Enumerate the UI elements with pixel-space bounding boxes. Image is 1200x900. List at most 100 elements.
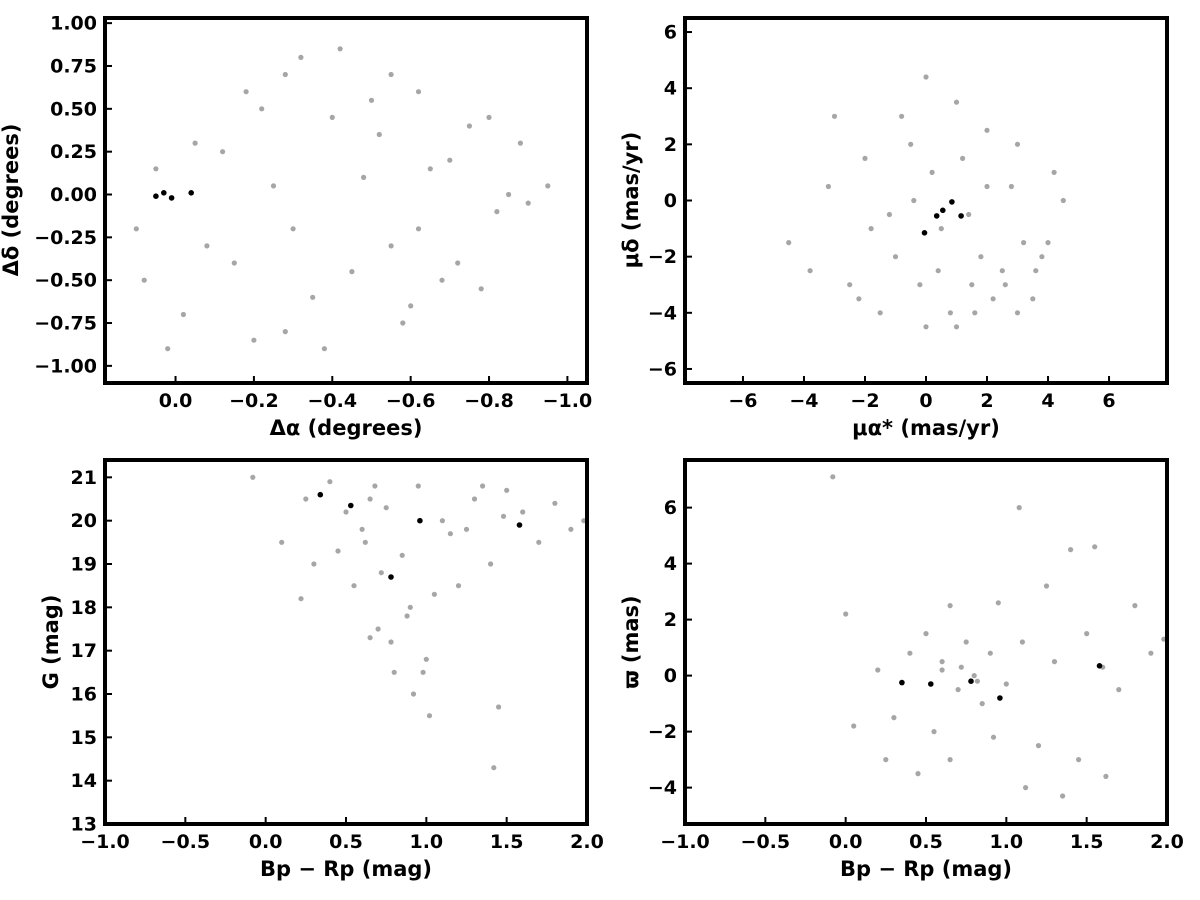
- x-tick-label-parallax: −1.0: [660, 831, 710, 853]
- y-tick-label-sky-position: 0.25: [50, 141, 97, 163]
- data-point-color-magnitude: [415, 483, 421, 489]
- data-point-color-magnitude: [311, 561, 317, 567]
- x-axis-label-sky-position: Δα (degrees): [270, 416, 423, 440]
- data-point-sky-position: [415, 226, 422, 232]
- x-tick-label-sky-position: −0.2: [229, 390, 279, 412]
- y-tick-label-parallax: −4: [648, 777, 677, 799]
- x-tick-label-color-magnitude: −1.0: [80, 831, 130, 853]
- data-point-proper-motion: [990, 296, 996, 302]
- data-point-sky-position: [231, 260, 237, 266]
- data-point-parallax: [923, 631, 929, 637]
- data-point-proper-motion: [1002, 282, 1008, 288]
- data-point-sky-position: [466, 123, 472, 129]
- data-point-parallax: [1060, 793, 1066, 799]
- marks-parallax: [830, 474, 1167, 799]
- y-tick-label-color-magnitude: 19: [71, 554, 97, 576]
- data-point-proper-motion: [972, 310, 978, 316]
- data-point-proper-motion: [831, 113, 838, 119]
- data-point-parallax: [1103, 773, 1109, 780]
- y-tick-label-sky-position: 0.75: [50, 55, 97, 77]
- data-point-parallax: [987, 650, 993, 656]
- data-point-sky-position: [545, 183, 551, 189]
- y-tick-label-proper-motion: −4: [648, 302, 677, 324]
- x-tick-label-parallax: 1.5: [1070, 831, 1104, 853]
- y-tick-label-proper-motion: −6: [648, 358, 677, 380]
- data-point-sky-position: [165, 346, 171, 352]
- data-point-parallax: [974, 678, 981, 684]
- data-point-sky-position: [415, 89, 422, 95]
- highlight-point-proper-motion: [940, 207, 946, 214]
- y-tick-label-proper-motion: 2: [664, 134, 677, 156]
- data-point-proper-motion: [929, 169, 935, 175]
- data-point-sky-position: [251, 337, 257, 343]
- data-point-sky-position: [361, 174, 367, 180]
- highlight-point-parallax: [928, 681, 934, 687]
- x-tick-label-sky-position: −0.8: [464, 390, 514, 412]
- data-point-proper-motion: [984, 127, 990, 133]
- data-point-proper-motion: [1051, 169, 1057, 175]
- data-point-color-magnitude: [439, 518, 445, 524]
- highlight-point-sky-position: [161, 190, 167, 196]
- data-point-parallax: [891, 715, 897, 721]
- data-point-sky-position: [298, 54, 304, 61]
- y-axis-label-color-magnitude: G (mag): [39, 595, 63, 690]
- x-tick-label-sky-position: −0.4: [307, 390, 357, 412]
- data-point-sky-position: [400, 320, 406, 326]
- y-tick-label-parallax: 6: [664, 497, 677, 519]
- y-tick-label-proper-motion: −2: [648, 246, 677, 268]
- data-point-sky-position: [204, 243, 210, 249]
- data-point-parallax: [947, 757, 953, 763]
- data-point-color-magnitude: [359, 526, 365, 532]
- data-point-sky-position: [368, 97, 375, 103]
- data-point-parallax: [955, 687, 961, 693]
- data-point-proper-motion: [1014, 310, 1021, 316]
- highlight-point-color-magnitude: [388, 574, 394, 580]
- data-point-sky-position: [478, 286, 484, 292]
- data-point-proper-motion: [886, 211, 893, 218]
- panel-color-magnitude: −1.0 −0.5 0.0 0.5 1.0 1.5 2.0 13 14 15 16 17 18 19 20 2…: [39, 458, 604, 881]
- data-point-color-magnitude: [480, 483, 486, 489]
- data-point-sky-position: [282, 329, 288, 335]
- marks-color-magnitude: [250, 474, 587, 771]
- panel-parallax: −1.0 −0.5 0.0 0.5 1.0 1.5 2.0 −4 −2 0 2 4 6 Bp − Rp …: [619, 458, 1184, 881]
- x-tick-label-parallax: 2.0: [1150, 831, 1184, 853]
- x-axis-label-color-magnitude: Bp − Rp (mag): [260, 857, 432, 881]
- data-point-proper-motion: [1060, 197, 1066, 204]
- data-point-proper-motion: [892, 254, 899, 260]
- data-point-color-magnitude: [351, 583, 357, 589]
- data-point-proper-motion: [917, 282, 923, 288]
- data-point-parallax: [1092, 544, 1098, 550]
- y-tick-label-color-magnitude: 14: [71, 770, 97, 792]
- data-point-parallax: [1068, 547, 1074, 553]
- highlight-point-parallax: [997, 695, 1003, 701]
- data-point-sky-position: [494, 209, 500, 215]
- y-tick-label-parallax: 0: [664, 665, 677, 687]
- y-tick-label-color-magnitude: 13: [71, 814, 97, 836]
- axes-sky-position: 0.0 −0.2 −0.4 −0.6 −0.8 −1.0 −1.00 −0.75 −0.50 −0…: [34, 13, 592, 412]
- data-point-proper-motion: [999, 268, 1005, 274]
- data-point-sky-position: [282, 71, 288, 78]
- highlight-point-color-magnitude: [317, 491, 324, 498]
- highlight-point-sky-position: [168, 195, 175, 201]
- data-point-sky-position: [153, 166, 159, 172]
- data-point-proper-motion: [947, 310, 954, 316]
- y-tick-label-sky-position: −0.25: [34, 227, 97, 249]
- data-point-sky-position: [337, 46, 343, 52]
- highlight-point-proper-motion: [933, 213, 940, 219]
- x-axis-label-proper-motion: μα* (mas/yr): [852, 416, 1000, 440]
- data-point-proper-motion: [908, 141, 914, 147]
- y-tick-label-parallax: −2: [648, 721, 677, 743]
- x-tick-label-proper-motion: −4: [789, 390, 818, 412]
- highlight-point-sky-position: [153, 193, 159, 199]
- x-tick-label-proper-motion: 2: [980, 390, 993, 412]
- x-tick-label-proper-motion: −2: [850, 390, 879, 412]
- x-tick-label-color-magnitude: 0.0: [249, 831, 283, 853]
- y-tick-label-parallax: 4: [664, 553, 677, 575]
- data-point-sky-position: [192, 140, 198, 146]
- data-point-color-magnitude: [420, 669, 426, 675]
- y-tick-label-color-magnitude: 21: [71, 467, 97, 489]
- data-point-sky-position: [525, 200, 531, 206]
- y-tick-label-proper-motion: 4: [664, 78, 677, 100]
- data-point-color-magnitude: [343, 509, 349, 515]
- data-point-proper-motion: [1033, 268, 1039, 274]
